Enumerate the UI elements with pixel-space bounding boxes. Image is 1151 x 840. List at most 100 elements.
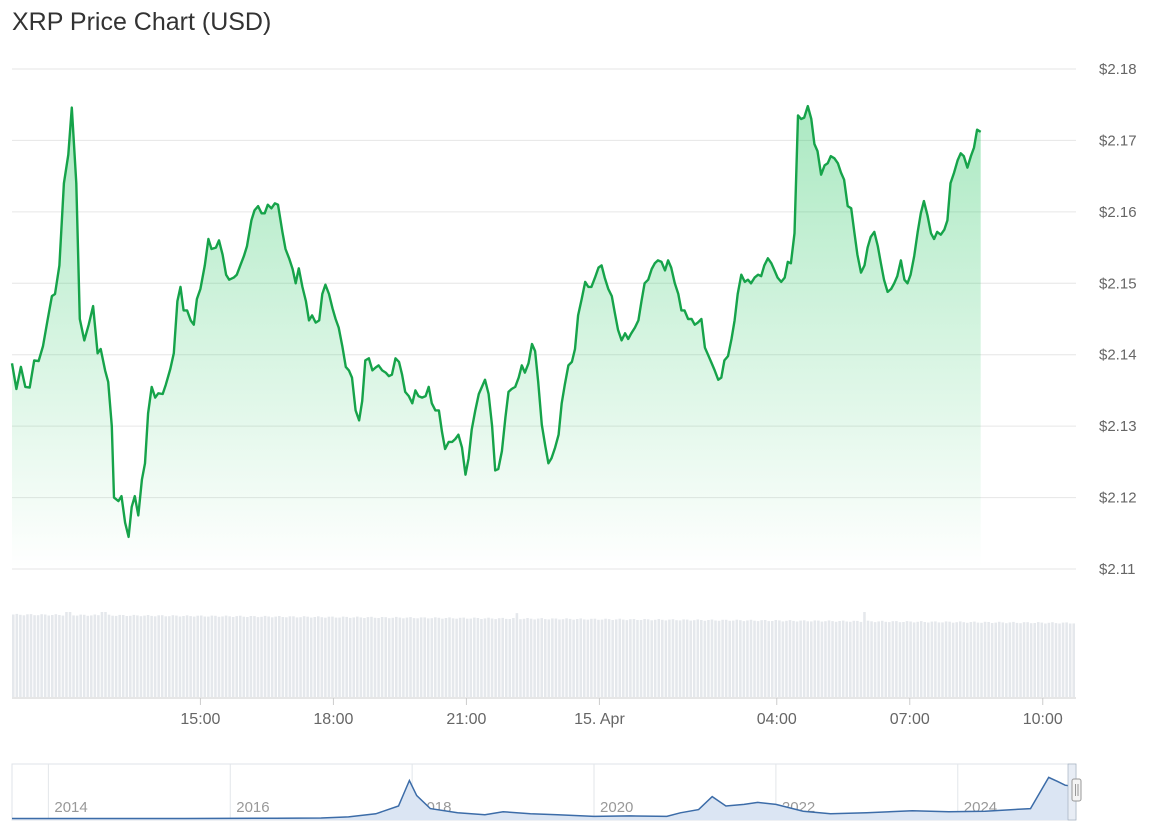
volume-bar [12, 614, 15, 697]
volume-bar [228, 616, 231, 697]
volume-bar [575, 619, 579, 697]
volume-bar [90, 615, 93, 697]
volume-bar [987, 622, 990, 697]
volume-bar [625, 620, 629, 697]
volume-bar [65, 612, 68, 697]
volume-bar [171, 615, 175, 697]
volume-bar [1051, 622, 1054, 697]
volume-bar [334, 617, 338, 697]
volume-bar [274, 616, 277, 697]
volume-bar [437, 617, 441, 697]
volume-bar [1065, 622, 1068, 697]
volume-bar [746, 620, 749, 697]
volume-bar [377, 618, 380, 697]
volume-bar [107, 614, 111, 697]
volume-bar [278, 616, 281, 697]
volume-bar [86, 615, 90, 697]
volume-bar [781, 621, 785, 697]
price-line[interactable] [10, 104, 982, 539]
volume-bar [192, 616, 196, 697]
volume-bar [497, 618, 501, 697]
volume-bar [416, 618, 419, 697]
volume-bar [263, 615, 267, 697]
volume-bar [785, 620, 788, 697]
navigator-area [12, 777, 1076, 820]
volume-bar [143, 615, 146, 697]
volume-bar [1005, 623, 1008, 697]
volume-bar [969, 622, 973, 697]
volume-bar [146, 615, 150, 697]
volume-bar [494, 619, 497, 697]
volume-bar [157, 615, 160, 697]
volume-bar [267, 616, 270, 697]
volume-bar [1036, 622, 1040, 697]
volume-bar [650, 620, 653, 697]
volume-bar [983, 621, 987, 697]
volume-bar [164, 616, 168, 697]
volume-bar [313, 617, 317, 697]
volume-bar [100, 612, 104, 697]
volume-bar [533, 619, 536, 697]
volume-bar [338, 617, 341, 697]
volume-bar [664, 620, 668, 697]
volume-bar [370, 616, 373, 697]
volume-bar [806, 621, 809, 697]
volume-bar [150, 615, 153, 697]
volume-bar [565, 618, 568, 697]
volume-bar [540, 618, 543, 697]
volume-bar [473, 617, 476, 697]
y-tick-label: $2.15 [1099, 275, 1137, 292]
volume-bar [859, 621, 863, 697]
volume-bar [29, 614, 33, 697]
volume-bar [132, 614, 136, 697]
volume-bar [607, 619, 611, 697]
volume-bar [352, 617, 356, 697]
volume-bar [966, 622, 969, 697]
volume-bar [185, 615, 189, 697]
volume-bar [799, 620, 802, 697]
volume-bar [33, 615, 36, 697]
volume-bar [692, 620, 696, 697]
volume-bar [458, 617, 462, 697]
volume-bar [391, 617, 395, 697]
volume-bar [792, 620, 795, 697]
volume-bar [217, 616, 221, 697]
volume-bar [331, 616, 334, 697]
navigator[interactable]: 2014 2016 2018 2020 2022 2024 [11, 763, 1082, 821]
volume-bar [504, 618, 508, 697]
volume-bar [1026, 622, 1029, 697]
volume-bar [675, 620, 678, 697]
volume-bar [210, 615, 214, 697]
volume-bar [160, 615, 164, 697]
volume-bar [912, 622, 916, 697]
volume-bar [824, 621, 827, 697]
navigator-handle[interactable] [1071, 778, 1082, 802]
volume-bar [483, 618, 487, 697]
volume-bar [434, 617, 437, 697]
volume-bar [643, 619, 646, 697]
volume-bar [923, 622, 927, 697]
volume-bar [735, 619, 739, 697]
volume-bar [696, 619, 700, 697]
volume-bar [515, 613, 519, 697]
volume-bar [51, 615, 54, 697]
volume-bar [423, 617, 426, 697]
volume-bar [75, 615, 79, 697]
volume-bar [320, 617, 324, 697]
volume-bar [61, 615, 65, 697]
volume-bar [657, 619, 661, 697]
volume-bar [97, 615, 100, 697]
volume-bar [324, 617, 327, 697]
volume-bar [1029, 623, 1033, 697]
volume-bar [817, 620, 820, 697]
volume-bar [724, 619, 728, 697]
volume-bar [636, 620, 639, 697]
volume-bar [26, 614, 29, 697]
volume-bar [973, 621, 976, 697]
volume-bar [341, 616, 345, 697]
volume-bar [579, 618, 583, 697]
volume-bar [238, 615, 242, 697]
volume-bar [877, 621, 880, 697]
volume-bar [189, 616, 192, 697]
